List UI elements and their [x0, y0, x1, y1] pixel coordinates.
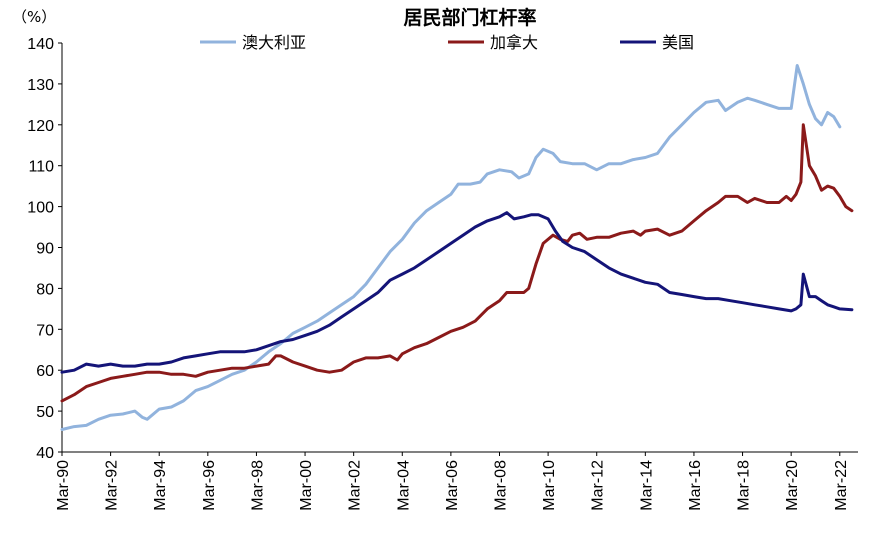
x-axis: Mar-90 Mar-92 Mar-94 Mar-96 Mar-98 Mar-00 Mar-… — [55, 451, 858, 511]
x-tick-label: Mar-10 — [541, 460, 558, 511]
y-tick-label: 130 — [27, 77, 54, 94]
y-tick-label: 80 — [36, 281, 54, 298]
x-tick-label: Mar-08 — [492, 460, 509, 511]
y-tick-label: 50 — [36, 404, 54, 421]
series-line-1 — [60, 123, 854, 403]
x-tick-label: Mar-90 — [55, 460, 72, 511]
legend-label: 澳大利亚 — [242, 33, 306, 52]
series-layer — [60, 64, 854, 431]
series-line-2 — [60, 211, 854, 374]
y-tick-label: 120 — [27, 118, 54, 135]
x-tick-label: Mar-98 — [249, 460, 266, 511]
legend-label: 美国 — [662, 33, 694, 52]
y-tick-label: 70 — [36, 322, 54, 339]
y-axis: 40 50 60 70 80 90 100 110 120 130 140 — [27, 36, 63, 462]
x-tick-label: Mar-16 — [687, 460, 704, 511]
legend: 澳大利亚 加拿大 美国 — [200, 33, 694, 52]
x-tick-label: Mar-94 — [152, 460, 169, 511]
x-tick-label: Mar-12 — [590, 460, 607, 511]
y-tick-label: 100 — [27, 200, 54, 217]
y-tick-label: 140 — [27, 36, 54, 53]
y-axis-unit-label: （%） — [12, 8, 56, 26]
x-tick-label: Mar-06 — [444, 460, 461, 511]
x-tick-label: Mar-02 — [347, 460, 364, 511]
y-tick-label: 60 — [36, 363, 54, 380]
x-tick-label: Mar-20 — [784, 460, 801, 511]
x-tick-label: Mar-14 — [638, 460, 655, 511]
x-tick-label: Mar-92 — [104, 460, 121, 511]
legend-label: 加拿大 — [490, 33, 538, 52]
x-tick-label: Mar-04 — [395, 460, 412, 511]
y-tick-label: 110 — [28, 159, 54, 176]
x-tick-label: Mar-00 — [298, 460, 315, 511]
x-tick-label: Mar-22 — [833, 460, 850, 511]
y-tick-label: 40 — [36, 445, 54, 462]
x-tick-label: Mar-18 — [736, 460, 753, 511]
chart-title: 居民部门杠杆率 — [403, 6, 536, 29]
series-line-0 — [60, 64, 842, 431]
y-tick-label: 90 — [36, 241, 54, 258]
x-tick-label: Mar-96 — [201, 460, 218, 511]
